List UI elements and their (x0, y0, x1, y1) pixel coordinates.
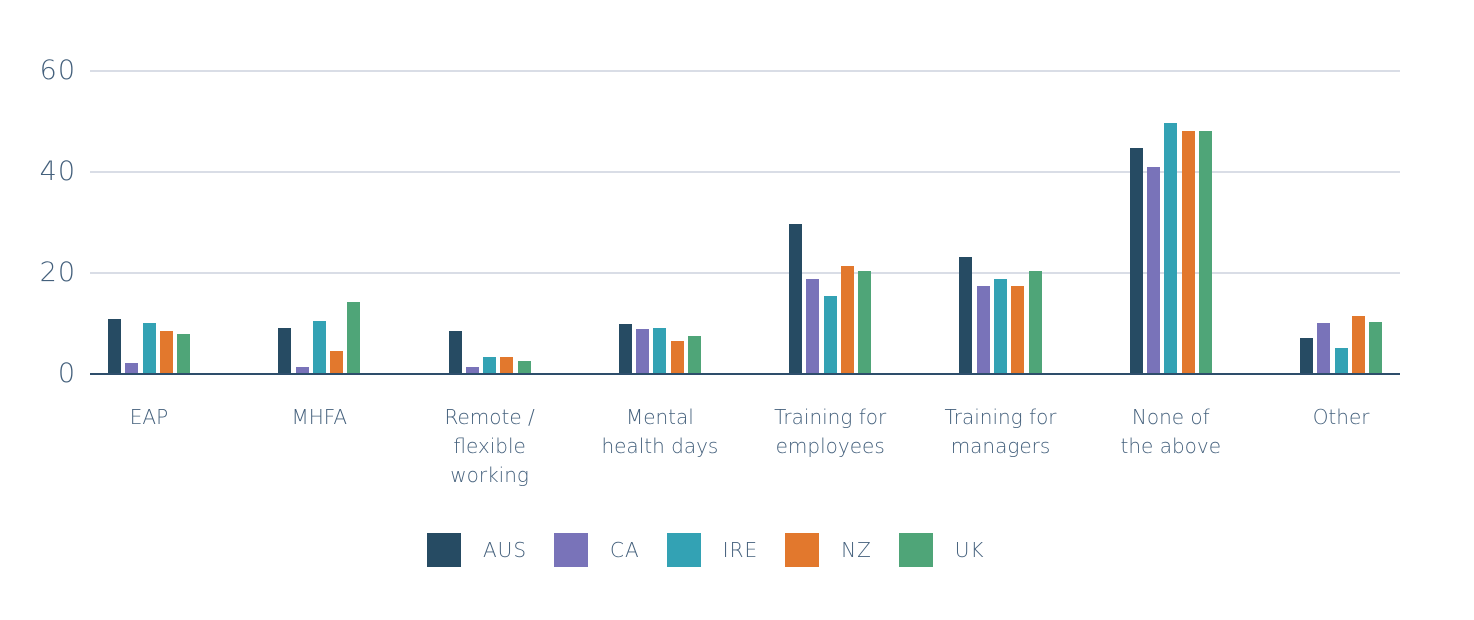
legend-label: NZ (841, 538, 872, 562)
x-axis-label-line: Mental (625, 405, 694, 429)
bar-ire-5 (823, 295, 837, 374)
bar-aus-2 (278, 328, 292, 374)
bar-uk-5 (858, 271, 872, 374)
bar-nz-7 (1181, 130, 1195, 374)
bar-nz-3 (500, 357, 514, 374)
x-axis-category-label: MHFA (229, 403, 409, 432)
x-axis-label-line: working (450, 463, 529, 487)
bar-aus-6 (959, 257, 973, 374)
bar-aus-4 (618, 324, 632, 374)
legend-swatch-uk (898, 533, 933, 567)
x-axis-label-line: Training for (944, 405, 1057, 429)
bar-nz-6 (1011, 285, 1025, 374)
x-axis-label-line: managers (950, 434, 1051, 458)
bar-ca-1 (125, 362, 139, 374)
x-axis-category-label: Training for employees (740, 403, 920, 461)
x-axis-category-label: Mental health days (570, 403, 750, 461)
x-axis-category-label: Training for managers (911, 403, 1091, 461)
x-axis-category-label: Other (1251, 403, 1431, 432)
bar-ca-3 (465, 367, 479, 374)
bar-ca-5 (806, 278, 820, 374)
x-axis-category-label: None of the above (1081, 403, 1261, 461)
bar-nz-8 (1351, 316, 1365, 374)
bar-ire-7 (1164, 122, 1178, 374)
bar-aus-1 (107, 319, 121, 374)
x-axis-label-line: flexible (453, 434, 526, 458)
legend-item-ca: CA (554, 533, 640, 567)
x-axis-label-line: employees (775, 434, 885, 458)
bar-aus-3 (448, 330, 462, 374)
bar-ire-2 (312, 320, 326, 374)
bar-aus-7 (1129, 148, 1143, 374)
bar-uk-6 (1028, 271, 1042, 374)
x-axis-line (90, 373, 1400, 375)
legend-item-nz: NZ (785, 533, 872, 567)
bar-nz-2 (330, 350, 344, 374)
gridline (90, 171, 1400, 173)
bar-ire-8 (1334, 347, 1348, 374)
bar-ca-8 (1317, 322, 1331, 374)
bar-ca-6 (976, 285, 990, 374)
bar-nz-5 (841, 266, 854, 374)
x-axis-label-line: Other (1312, 405, 1370, 429)
legend-label: CA (610, 538, 640, 562)
x-axis-category-label: EAP (59, 403, 239, 432)
bar-ire-1 (142, 322, 156, 374)
bar-nz-4 (670, 340, 684, 374)
legend-item-aus: AUS (427, 533, 527, 567)
bar-ire-3 (483, 357, 497, 374)
bar-nz-1 (159, 330, 173, 374)
x-axis-label-line: EAP (129, 405, 169, 429)
y-axis-tick-label: 60 (39, 55, 76, 86)
y-axis-tick-label: 0 (57, 358, 76, 389)
bar-uk-8 (1369, 322, 1383, 374)
bar-ire-4 (653, 328, 667, 374)
x-axis-label-line: Remote / (444, 405, 535, 429)
legend-item-ire: IRE (666, 533, 759, 567)
y-axis-tick-label: 40 (39, 156, 76, 187)
bar-aus-5 (789, 224, 803, 374)
x-axis-label-line: the above (1120, 434, 1222, 458)
bar-uk-2 (347, 302, 361, 374)
gridline (90, 272, 1400, 274)
bar-ca-2 (295, 367, 309, 374)
legend-label: IRE (722, 538, 759, 562)
legend: AUS CA IRE NZ UK (427, 533, 985, 567)
legend-swatch-aus (427, 533, 461, 567)
bar-ca-4 (636, 329, 650, 374)
bar-aus-8 (1300, 337, 1313, 374)
bar-uk-1 (177, 333, 191, 374)
bar-ire-6 (994, 278, 1007, 374)
bar-uk-4 (688, 335, 701, 374)
x-axis-category-label: Remote / flexible working (400, 403, 580, 490)
x-axis-label-line: health days (601, 434, 719, 458)
bar-ca-7 (1147, 166, 1160, 374)
bar-uk-7 (1198, 131, 1212, 374)
x-axis-label-line: Training for (774, 405, 887, 429)
legend-item-uk: UK (898, 533, 985, 567)
y-axis-tick-label: 20 (39, 257, 76, 288)
x-axis-label-line: MHFA (291, 405, 348, 429)
x-axis-label-line: None of (1131, 405, 1210, 429)
gridline (90, 70, 1400, 72)
legend-label: AUS (483, 538, 528, 562)
legend-swatch-nz (785, 533, 820, 567)
bar-uk-3 (517, 361, 531, 374)
legend-swatch-ire (666, 533, 701, 567)
legend-label: UK (954, 538, 985, 562)
legend-swatch-ca (554, 533, 589, 567)
